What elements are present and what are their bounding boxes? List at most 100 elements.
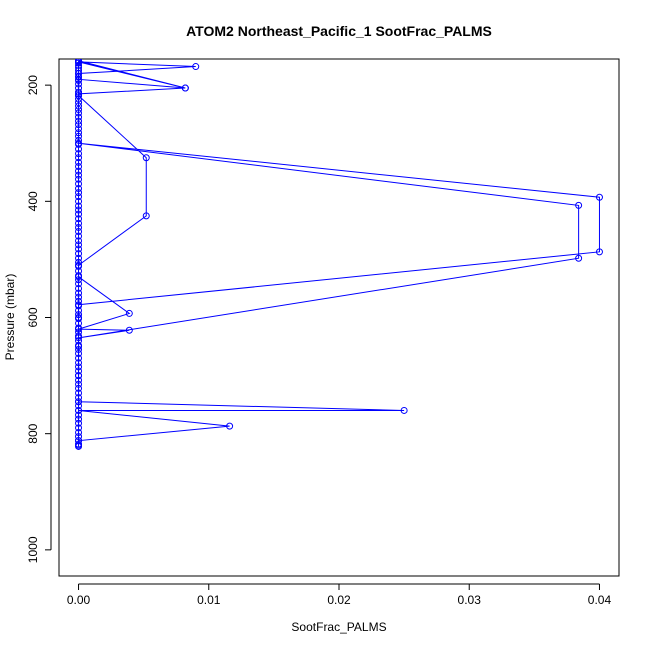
data-point [75, 424, 83, 432]
data-point [75, 132, 83, 140]
data-point [75, 228, 83, 236]
x-tick-label: 0.00 [67, 593, 91, 607]
data-point [75, 433, 83, 441]
data-point [75, 197, 83, 205]
data-point [75, 92, 83, 100]
data-point [142, 212, 150, 220]
chart-title: ATOM2 Northeast_Pacific_1 SootFrac_PALMS [186, 23, 492, 39]
data-point [75, 394, 83, 402]
data-point [75, 258, 83, 266]
x-tick-label: 0.01 [197, 593, 221, 607]
plot-frame [58, 58, 620, 577]
data-point [75, 345, 83, 353]
data-point [75, 254, 83, 262]
data-point [75, 245, 83, 253]
data-point [75, 389, 83, 397]
data-point [75, 437, 83, 445]
data-point [75, 72, 83, 80]
x-axis: 0.00 0.01 0.02 0.03 0.04 [67, 583, 612, 607]
data-point [75, 441, 83, 449]
y-tick-label: 1000 [26, 536, 40, 563]
y-tick-label: 400 [26, 191, 40, 211]
data-point [75, 109, 83, 117]
data-point [75, 367, 83, 375]
x-axis-label: SootFrac_PALMS [291, 620, 386, 634]
data-point [75, 301, 83, 309]
data-point [75, 80, 83, 88]
data-point [75, 59, 83, 66]
data-point [75, 289, 83, 297]
data-point [75, 175, 83, 183]
data-point [75, 129, 83, 137]
data-point [75, 150, 83, 158]
data-point [75, 402, 83, 410]
data-point [595, 248, 603, 256]
data-point [75, 202, 83, 210]
data-point [75, 185, 83, 193]
x-tick-label: 0.02 [327, 593, 351, 607]
data-point [75, 95, 83, 103]
data-point [400, 406, 408, 414]
data-point [75, 215, 83, 223]
data-point [75, 61, 83, 69]
data-point [75, 363, 83, 371]
data-point [75, 102, 83, 110]
series-line [78, 60, 600, 446]
data-point [575, 201, 583, 209]
y-tick-label: 600 [26, 307, 40, 327]
y-axis-label: Pressure (mbar) [3, 274, 17, 361]
data-point [75, 154, 83, 162]
data-point [75, 334, 83, 342]
data-point [181, 84, 189, 92]
data-point [75, 398, 83, 406]
data-point [75, 354, 83, 362]
data-point [226, 422, 234, 430]
data-point [75, 237, 83, 245]
data-point [75, 429, 83, 437]
data-point [75, 106, 83, 114]
data-point [75, 415, 83, 423]
y-axis: 200 400 600 800 1000 [26, 75, 52, 563]
data-point [75, 162, 83, 170]
data-point [75, 171, 83, 179]
data-point [75, 125, 83, 133]
y-tick-label: 200 [26, 75, 40, 95]
data-point [142, 154, 150, 162]
data-point [75, 210, 83, 218]
data-point [125, 326, 133, 334]
data-point [75, 273, 83, 281]
data-point [75, 350, 83, 358]
data-point [75, 325, 83, 333]
x-tick-label: 0.04 [588, 593, 612, 607]
data-layer [75, 59, 603, 450]
y-tick-label: 800 [26, 423, 40, 443]
data-point [75, 311, 83, 319]
data-point [75, 167, 83, 175]
data-point [75, 99, 83, 107]
data-point [75, 293, 83, 301]
data-point [192, 63, 200, 71]
data-point [75, 406, 83, 414]
data-point [75, 376, 83, 384]
data-point [75, 136, 83, 144]
data-point [75, 206, 83, 214]
data-point [75, 180, 83, 188]
data-point [75, 250, 83, 258]
data-point [75, 189, 83, 197]
data-point [595, 193, 603, 201]
data-point [75, 232, 83, 240]
data-point [75, 117, 83, 125]
data-point [75, 297, 83, 305]
data-point [125, 309, 133, 317]
data-point [75, 113, 83, 121]
data-point [75, 284, 83, 292]
data-point [75, 223, 83, 231]
data-point [75, 359, 83, 367]
data-point [75, 372, 83, 380]
data-point [75, 139, 83, 147]
data-point [75, 343, 83, 351]
data-point [75, 193, 83, 201]
data-point [75, 158, 83, 166]
data-point [75, 419, 83, 427]
